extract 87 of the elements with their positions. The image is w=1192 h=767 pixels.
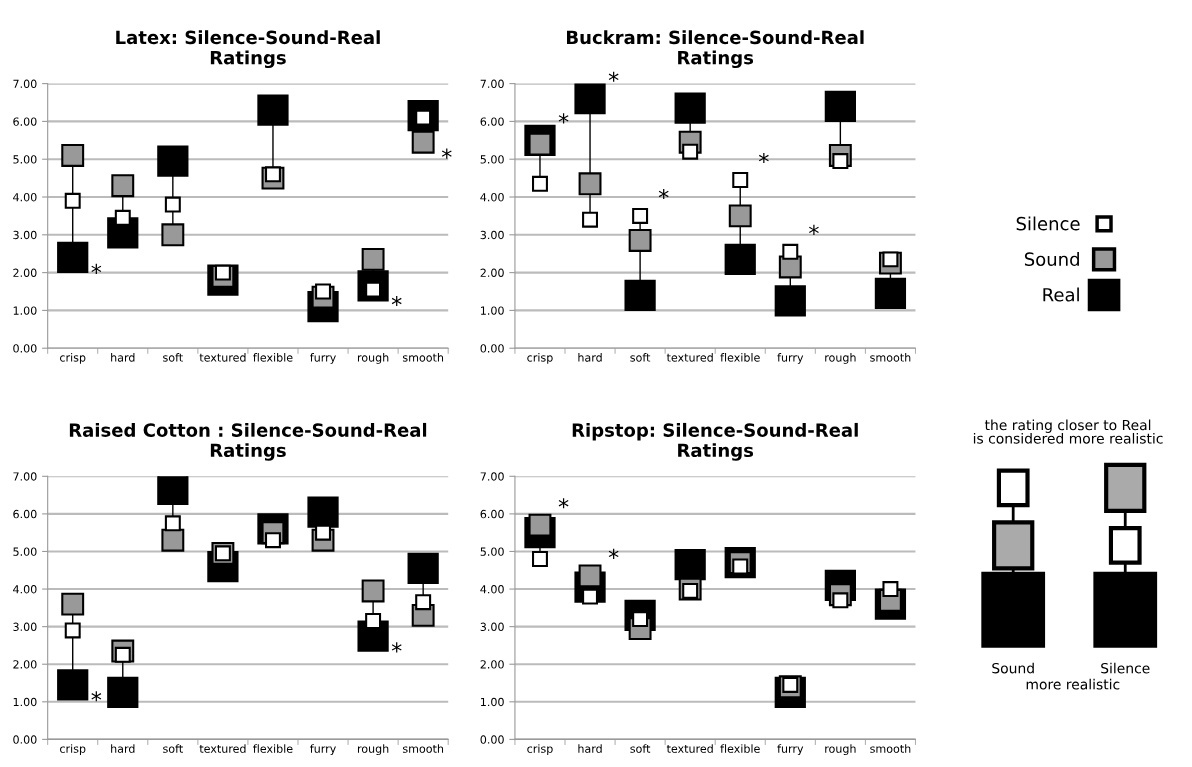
annotation: * xyxy=(608,548,619,560)
annotation: * xyxy=(608,71,619,82)
y-tick-label: 3.00 xyxy=(13,230,37,240)
y-tick-label: 3.00 xyxy=(13,622,37,632)
x-tick-label: furry xyxy=(310,744,336,755)
text: more realistic xyxy=(1026,678,1120,690)
y-tick-label: 7.00 xyxy=(480,79,504,88)
x-tick-label: textured xyxy=(199,353,246,362)
y-tick-label: 1.00 xyxy=(13,697,37,707)
legend-label: Real xyxy=(1043,287,1079,302)
y-tick-label: 6.00 xyxy=(480,117,504,126)
chart-title: Ripstop: Silence-Sound-Real Ratings xyxy=(572,422,858,461)
x-tick-label: crisp xyxy=(527,353,553,364)
legend-label: Silence xyxy=(1016,216,1080,231)
x-tick-label: hard xyxy=(578,744,602,753)
y-tick-label: 2.00 xyxy=(13,268,37,277)
y-tick-label: 5.00 xyxy=(13,155,37,164)
x-tick-label: textured xyxy=(199,744,246,753)
y-tick-label: 2.00 xyxy=(480,660,504,669)
y-tick-label: 3.00 xyxy=(480,230,504,240)
x-tick-label: smooth xyxy=(402,744,444,753)
x-tick-label: soft xyxy=(630,353,651,362)
x-tick-label: furry xyxy=(310,353,336,364)
x-tick-label: flexible xyxy=(720,744,760,753)
y-tick-label: 0.00 xyxy=(480,735,504,744)
x-tick-label: rough xyxy=(825,353,856,364)
x-tick-label: rough xyxy=(357,353,389,364)
y-tick-label: 4.00 xyxy=(480,585,504,594)
y-tick-label: 6.00 xyxy=(13,509,37,519)
y-tick-label: 5.00 xyxy=(480,547,504,556)
x-tick-label: smooth xyxy=(870,744,911,753)
x-tick-label: soft xyxy=(630,744,651,753)
x-tick-label: crisp xyxy=(60,744,86,755)
chart-title: Buckram: Silence-Sound-Real Ratings xyxy=(567,30,864,69)
x-tick-label: rough xyxy=(825,744,856,755)
text: Silence xyxy=(1101,662,1150,674)
annotation: * xyxy=(558,498,569,509)
y-tick-label: 5.00 xyxy=(13,547,37,556)
y-tick-label: 7.00 xyxy=(13,472,37,481)
annotation: * xyxy=(809,224,819,235)
x-tick-label: rough xyxy=(357,744,389,755)
y-tick-label: 2.00 xyxy=(480,268,504,277)
x-tick-label: furry xyxy=(777,353,804,364)
y-tick-label: 1.00 xyxy=(481,697,504,707)
x-tick-label: soft xyxy=(163,744,183,753)
x-tick-label: flexible xyxy=(253,353,293,362)
y-tick-label: 3.00 xyxy=(480,622,504,632)
x-tick-label: textured xyxy=(666,353,713,362)
legend-label: Sound xyxy=(1024,252,1079,267)
x-tick-label: flexible xyxy=(720,353,760,362)
x-tick-label: furry xyxy=(777,744,804,755)
annotation: * xyxy=(391,642,402,653)
y-tick-label: 1.00 xyxy=(481,306,504,315)
annotation: * xyxy=(91,263,102,274)
y-tick-label: 4.00 xyxy=(480,192,504,202)
annotation: * xyxy=(658,188,669,200)
x-tick-label: hard xyxy=(578,353,602,362)
annotation: * xyxy=(91,691,102,702)
text: Sound xyxy=(992,662,1034,674)
y-tick-label: 6.00 xyxy=(13,117,37,126)
chart-title: Raised Cotton : Silence-Sound-Real Ratings xyxy=(69,422,427,461)
y-tick-label: 7.00 xyxy=(13,79,37,88)
x-tick-label: hard xyxy=(111,744,135,753)
x-tick-label: soft xyxy=(163,353,183,362)
y-tick-label: 6.00 xyxy=(480,509,504,519)
x-tick-label: flexible xyxy=(253,744,293,753)
y-tick-label: 0.00 xyxy=(13,735,37,744)
y-tick-label: 4.00 xyxy=(13,585,37,594)
annotation: * xyxy=(391,295,402,307)
chart-title: Latex: Silence-Sound-Real Ratings xyxy=(116,30,380,69)
x-tick-label: hard xyxy=(111,353,135,362)
y-tick-label: 1.00 xyxy=(13,306,37,315)
x-tick-label: crisp xyxy=(527,744,553,755)
x-tick-label: smooth xyxy=(870,353,911,362)
y-tick-label: 7.00 xyxy=(480,472,504,481)
y-tick-label: 2.00 xyxy=(13,660,37,669)
x-tick-label: smooth xyxy=(402,353,444,362)
y-tick-label: 4.00 xyxy=(13,192,37,202)
y-tick-label: 5.00 xyxy=(480,155,504,164)
annotation: * xyxy=(558,113,569,124)
annotation: * xyxy=(441,148,452,159)
x-tick-label: textured xyxy=(666,744,713,753)
y-tick-label: 0.00 xyxy=(13,344,37,353)
y-tick-label: 0.00 xyxy=(480,344,504,353)
annotation: * xyxy=(758,152,769,164)
x-tick-label: crisp xyxy=(60,353,86,364)
text: the rating closer to Real is considered more realistic xyxy=(973,419,1163,444)
